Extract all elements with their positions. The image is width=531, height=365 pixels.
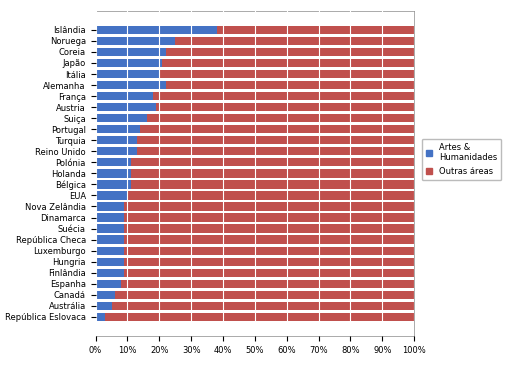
Bar (96, 235, 124, 244)
Bar (96, 214, 124, 222)
Bar (96, 191, 127, 200)
Bar (159, 70, 414, 78)
Bar (96, 114, 147, 122)
Bar (115, 291, 414, 299)
Bar (162, 59, 414, 67)
Bar (140, 125, 414, 133)
Bar (96, 59, 162, 67)
Bar (217, 26, 414, 34)
Bar (96, 291, 115, 299)
Bar (96, 48, 166, 56)
Bar (96, 103, 156, 111)
Bar (96, 136, 137, 145)
Legend: Artes &
Humanidades, Outras áreas: Artes & Humanidades, Outras áreas (422, 139, 501, 180)
Bar (131, 169, 414, 177)
Bar (124, 269, 414, 277)
Bar (166, 48, 414, 56)
Bar (124, 214, 414, 222)
Bar (96, 125, 140, 133)
Bar (124, 202, 414, 211)
Bar (96, 246, 124, 255)
Bar (131, 180, 414, 189)
Bar (96, 280, 121, 288)
Bar (96, 269, 124, 277)
Bar (121, 280, 414, 288)
Bar (156, 103, 414, 111)
Bar (96, 147, 137, 155)
Bar (166, 81, 414, 89)
Bar (96, 169, 131, 177)
Bar (124, 224, 414, 233)
Bar (96, 224, 124, 233)
Bar (131, 158, 414, 166)
Bar (153, 92, 414, 100)
Bar (124, 235, 414, 244)
Bar (96, 26, 217, 34)
Bar (96, 92, 153, 100)
Bar (105, 313, 414, 321)
Bar (96, 37, 175, 45)
Bar (147, 114, 414, 122)
Bar (127, 191, 414, 200)
Bar (96, 202, 124, 211)
Bar (137, 147, 414, 155)
Bar (112, 302, 414, 310)
Bar (175, 37, 414, 45)
Bar (96, 313, 105, 321)
Bar (96, 302, 112, 310)
Bar (96, 81, 166, 89)
Bar (96, 158, 131, 166)
Bar (96, 70, 159, 78)
Bar (96, 258, 124, 266)
Bar (124, 246, 414, 255)
Bar (137, 136, 414, 145)
Bar (124, 258, 414, 266)
Bar (96, 180, 131, 189)
